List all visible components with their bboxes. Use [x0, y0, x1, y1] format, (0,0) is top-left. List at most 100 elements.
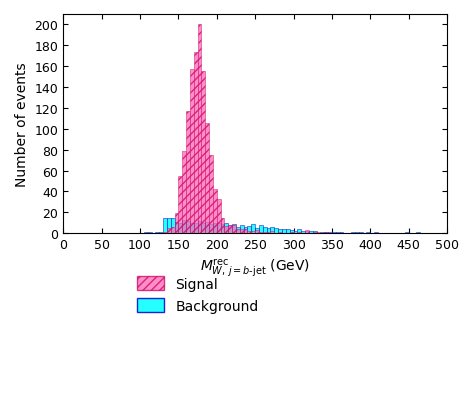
Bar — [317, 233, 320, 234]
Bar — [225, 224, 228, 234]
Bar — [267, 228, 271, 234]
Bar — [336, 233, 339, 234]
Bar — [328, 233, 332, 234]
Bar — [167, 229, 171, 234]
Bar — [178, 177, 182, 234]
Bar — [282, 229, 286, 234]
Bar — [217, 224, 220, 234]
Bar — [297, 232, 301, 234]
X-axis label: $M_{W,\,j=b\text{-jet}}^{\mathrm{rec}}$ (GeV): $M_{W,\,j=b\text{-jet}}^{\mathrm{rec}}$ … — [200, 257, 310, 279]
Bar — [198, 26, 201, 234]
Bar — [274, 229, 278, 234]
Bar — [247, 227, 251, 234]
Bar — [163, 219, 167, 234]
Bar — [217, 199, 220, 234]
Bar — [313, 232, 317, 234]
Bar — [190, 224, 194, 234]
Y-axis label: Number of events: Number of events — [15, 62, 29, 186]
Bar — [263, 227, 267, 234]
Bar — [278, 232, 282, 234]
Bar — [198, 221, 201, 234]
Bar — [152, 233, 155, 234]
Bar — [301, 231, 305, 234]
Bar — [244, 230, 247, 234]
Bar — [332, 233, 336, 234]
Bar — [178, 224, 182, 234]
Bar — [201, 223, 205, 234]
Bar — [163, 232, 167, 234]
Bar — [255, 231, 259, 234]
Bar — [255, 229, 259, 234]
Bar — [259, 225, 263, 234]
Bar — [320, 233, 324, 234]
Bar — [278, 230, 282, 234]
Bar — [182, 220, 186, 234]
Bar — [271, 228, 274, 234]
Bar — [290, 230, 293, 234]
Bar — [186, 112, 190, 234]
Bar — [290, 232, 293, 234]
Bar — [228, 225, 232, 234]
Bar — [405, 233, 409, 234]
Bar — [286, 230, 290, 234]
Bar — [351, 232, 355, 234]
Bar — [194, 224, 198, 234]
Bar — [363, 233, 366, 234]
Bar — [174, 222, 178, 234]
Bar — [247, 232, 251, 234]
Bar — [366, 233, 370, 234]
Bar — [324, 232, 328, 234]
Bar — [305, 231, 309, 234]
Bar — [205, 123, 209, 234]
Bar — [240, 225, 244, 234]
Bar — [293, 231, 297, 234]
Bar — [259, 232, 263, 234]
Bar — [355, 232, 359, 234]
Bar — [236, 228, 240, 234]
Bar — [213, 190, 217, 234]
Bar — [190, 70, 194, 234]
Bar — [228, 226, 232, 234]
Bar — [201, 71, 205, 234]
Bar — [324, 232, 328, 234]
Bar — [209, 156, 213, 234]
Bar — [171, 219, 174, 234]
Bar — [251, 232, 255, 234]
Bar — [305, 231, 309, 234]
Bar — [155, 232, 159, 234]
Bar — [370, 233, 374, 234]
Bar — [232, 224, 236, 234]
Bar — [251, 224, 255, 234]
Bar — [317, 232, 320, 234]
Bar — [232, 225, 236, 234]
Bar — [182, 152, 186, 234]
Bar — [244, 227, 247, 234]
Legend: Signal, Background: Signal, Background — [131, 271, 264, 318]
Bar — [236, 230, 240, 234]
Bar — [359, 233, 363, 234]
Bar — [186, 222, 190, 234]
Bar — [374, 233, 378, 234]
Bar — [313, 232, 317, 234]
Bar — [159, 232, 163, 234]
Bar — [240, 230, 244, 234]
Bar — [167, 218, 171, 234]
Bar — [174, 213, 178, 234]
Bar — [205, 223, 209, 234]
Bar — [225, 227, 228, 234]
Bar — [271, 232, 274, 234]
Bar — [194, 53, 198, 234]
Bar — [171, 228, 174, 234]
Bar — [144, 233, 148, 234]
Bar — [148, 233, 152, 234]
Bar — [309, 231, 313, 234]
Bar — [220, 224, 225, 234]
Bar — [267, 232, 271, 234]
Bar — [416, 233, 420, 234]
Bar — [209, 224, 213, 234]
Bar — [339, 233, 343, 234]
Bar — [263, 232, 267, 234]
Bar — [220, 218, 225, 234]
Bar — [297, 229, 301, 234]
Bar — [213, 224, 217, 234]
